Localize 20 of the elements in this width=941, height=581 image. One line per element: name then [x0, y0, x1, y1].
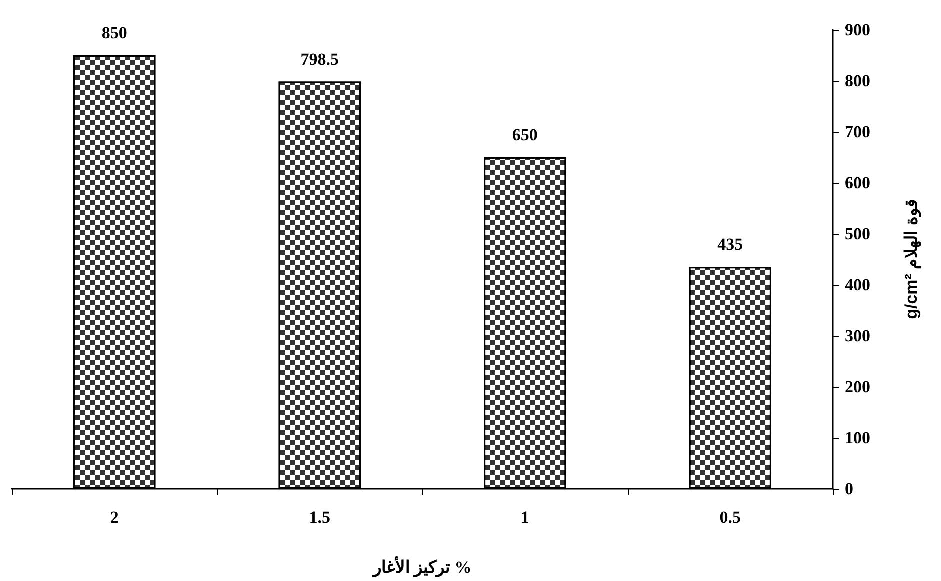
data-label: 850 — [102, 24, 128, 42]
y-tick-label: 600 — [845, 174, 870, 192]
y-tick-label: 900 — [845, 20, 870, 40]
x-axis-title: تركيز الأغار % — [371, 556, 472, 578]
y-tick-label: 700 — [845, 122, 870, 142]
data-label: 650 — [512, 126, 538, 144]
y-tick-label: 800 — [845, 72, 870, 90]
y-tick-label: 200 — [845, 378, 870, 396]
x-tick-label: 1.5 — [309, 508, 330, 527]
y-tick-label: 0 — [845, 480, 854, 498]
x-tick-label: 0.5 — [720, 508, 741, 527]
x-tick-label: 2 — [110, 508, 119, 527]
data-label: 435 — [718, 235, 744, 254]
y-tick-label: 500 — [845, 224, 870, 244]
y-tick-label: 300 — [845, 326, 870, 346]
y-tick-label: 100 — [845, 428, 870, 448]
y-axis-title: g/cm² قوة الهلام — [902, 200, 922, 320]
x-tick-label: 1 — [520, 508, 530, 527]
data-label: 798.5 — [300, 50, 339, 69]
y-tick-label: 400 — [845, 276, 870, 294]
